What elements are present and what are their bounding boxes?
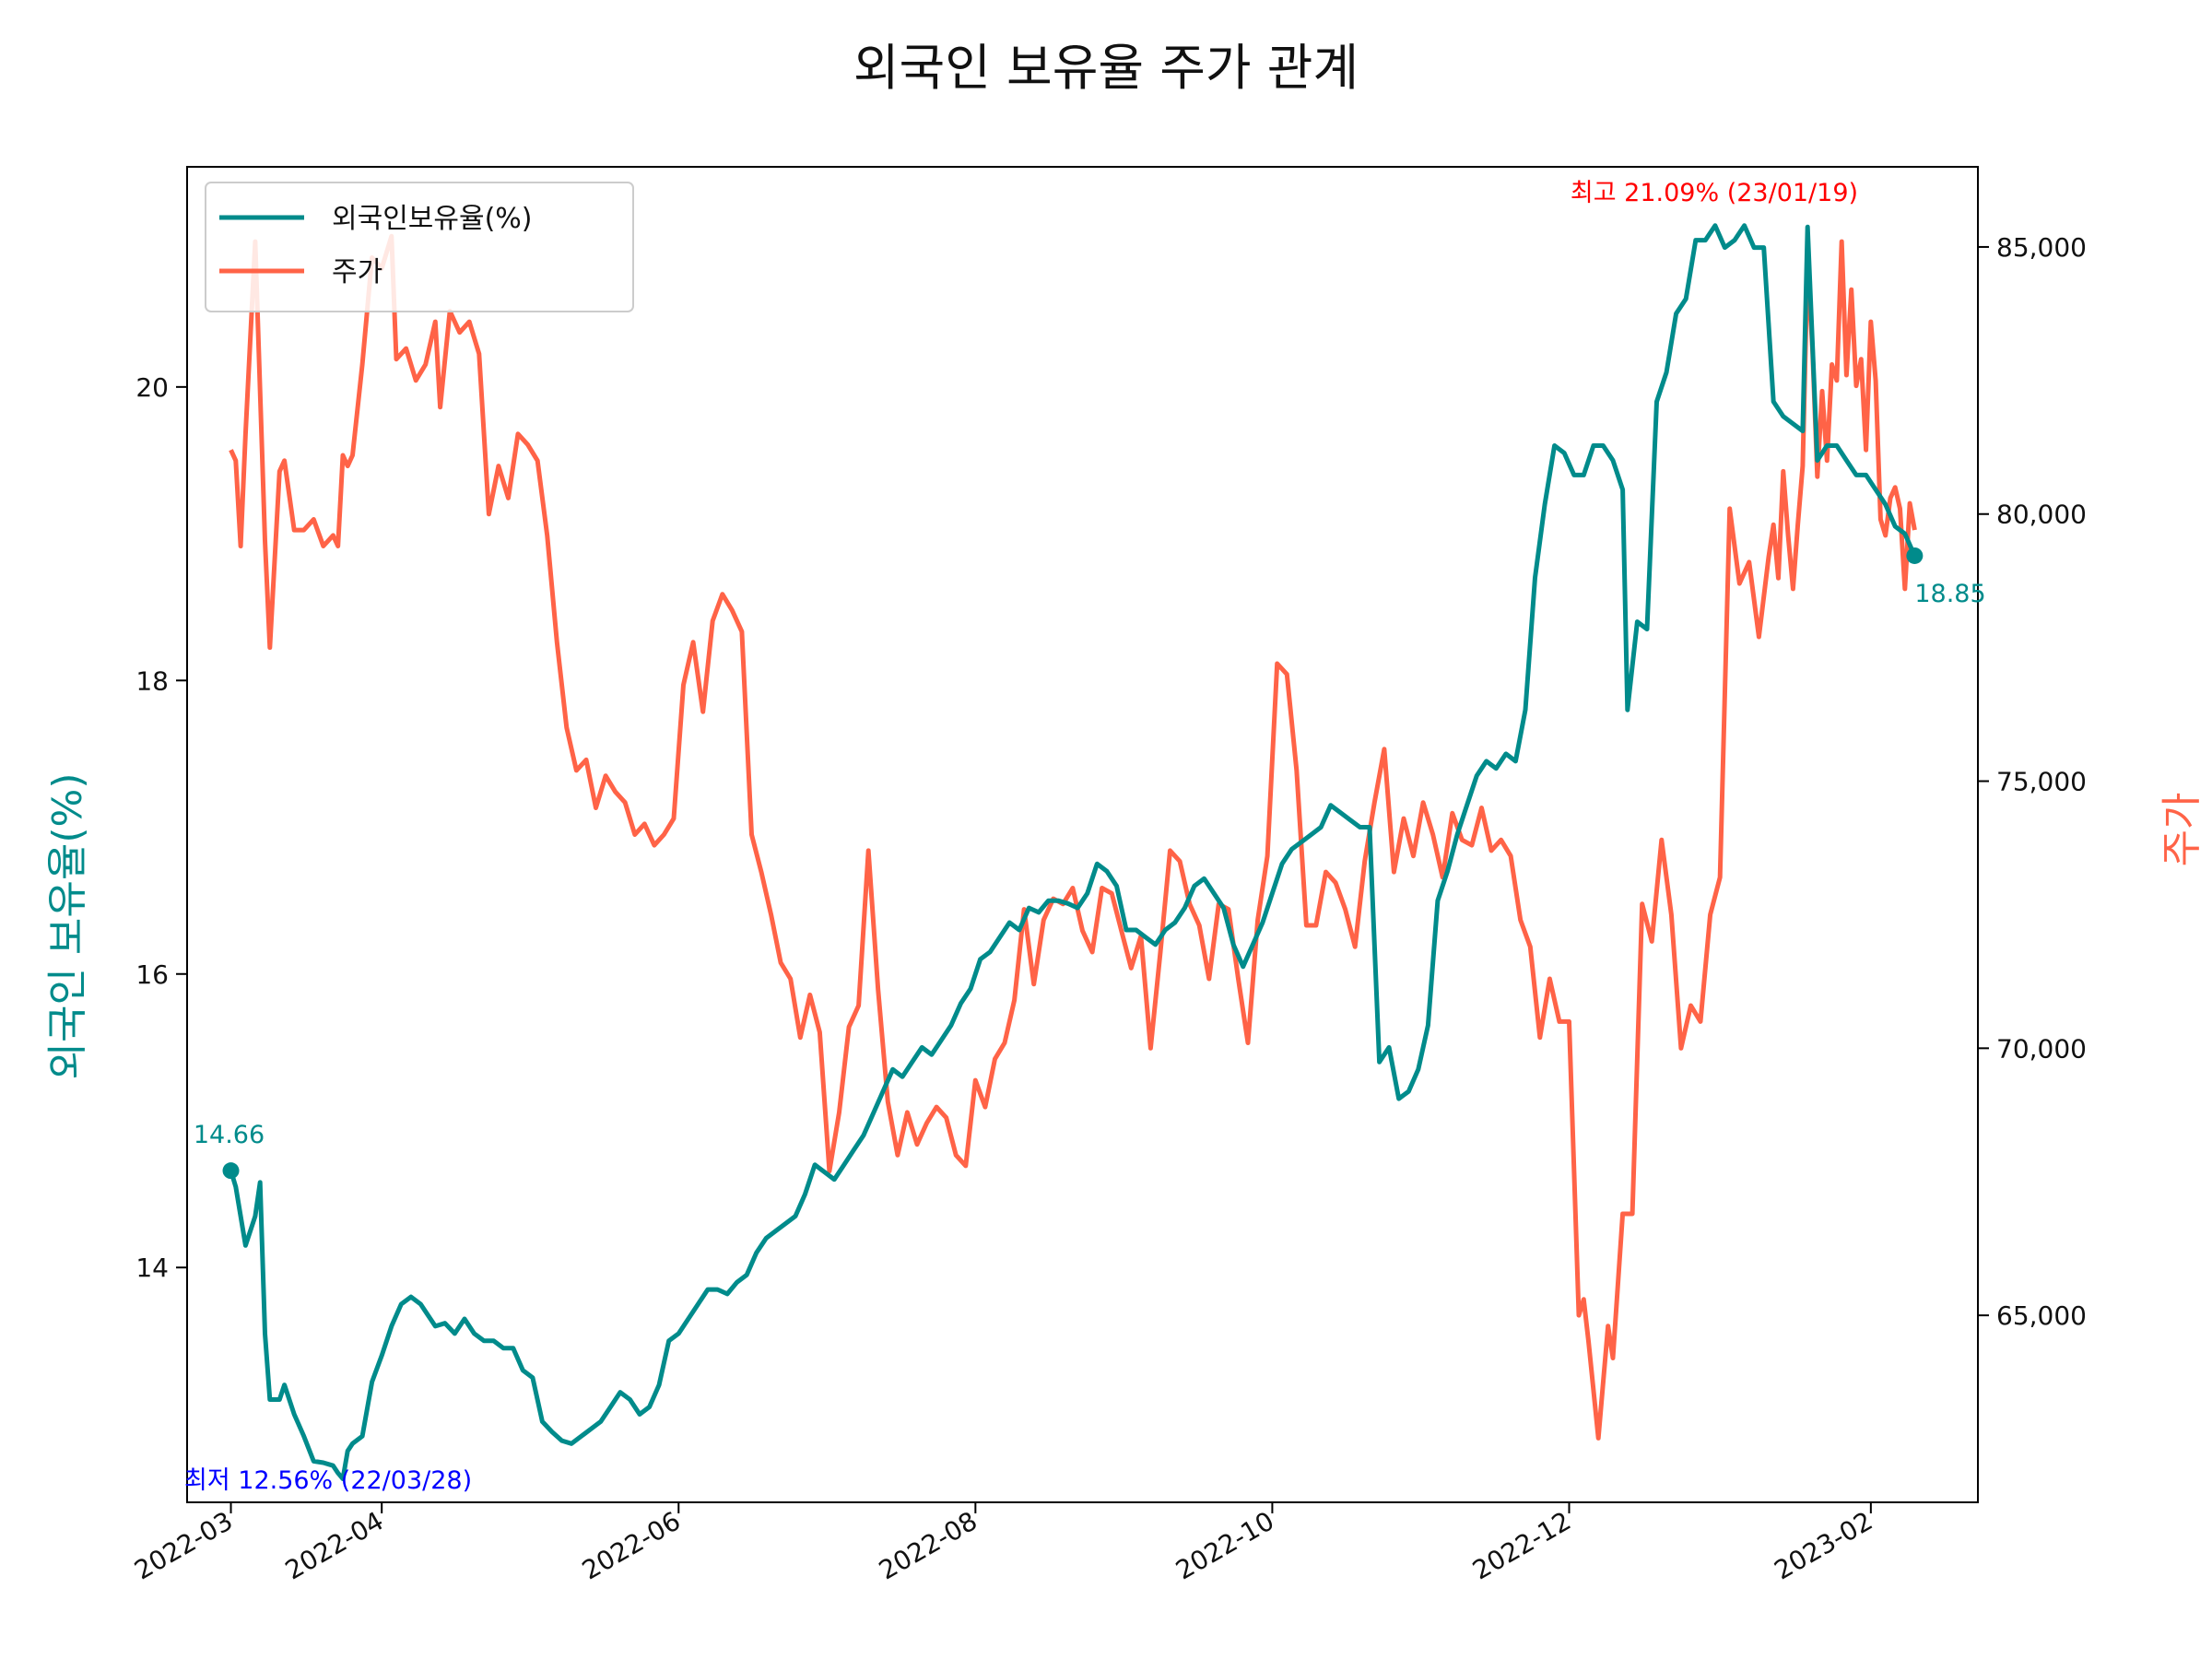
- legend: 외국인보유율(%) 주가: [205, 182, 634, 312]
- min-value-label: 최저 12.56% (22/03/28): [184, 1466, 472, 1495]
- y-axis-right: 65,000 70,000 75,000 80,000 85,000: [1978, 232, 2087, 1331]
- legend-label-stock-price: 주가: [332, 256, 382, 288]
- y-right-tick-label: 85,000: [1996, 232, 2087, 263]
- y-right-tick-label: 65,000: [1996, 1300, 2087, 1331]
- y-axis-right-label: 주가: [2159, 793, 2206, 867]
- y-right-tick-label: 70,000: [1996, 1033, 2087, 1064]
- series-line-foreign-ratio: [229, 223, 1917, 1481]
- end-value-marker: [1906, 547, 1924, 564]
- y-axis-left-label: 외국인 보유율(%): [44, 772, 91, 1079]
- x-tick-label: 2022-06: [577, 1505, 686, 1585]
- x-tick-label: 2022-08: [874, 1505, 982, 1585]
- x-tick-label: 2022-12: [1467, 1505, 1576, 1585]
- y-right-tick-label: 75,000: [1996, 767, 2087, 797]
- y-axis-left: 14 16 18 20: [135, 372, 187, 1283]
- x-tick-label: 2022-04: [280, 1505, 389, 1585]
- y-left-tick-label: 20: [135, 372, 169, 403]
- legend-frame: [205, 182, 634, 312]
- plot-lines: [229, 223, 1917, 1481]
- series-line-stock-price: [229, 233, 1917, 1441]
- y-left-tick-label: 18: [135, 665, 169, 696]
- x-tick-label: 2022-03: [129, 1505, 238, 1585]
- x-tick-label: 2022-10: [1171, 1505, 1279, 1585]
- end-value-label: 18.85: [1914, 580, 1985, 608]
- max-value-label: 최고 21.09% (23/01/19): [1571, 179, 1858, 207]
- legend-label-foreign-ratio: 외국인보유율(%): [332, 203, 533, 235]
- start-value-label: 14.66: [194, 1121, 265, 1149]
- annotations: 14.66 18.85 최고 21.09% (23/01/19) 최저 12.56% …: [184, 179, 1986, 1495]
- start-value-marker: [222, 1162, 240, 1180]
- plot-area: [186, 166, 1979, 1503]
- x-tick-label: 2023-02: [1770, 1505, 1878, 1585]
- y-left-tick-label: 14: [135, 1253, 169, 1283]
- chart-title: 외국인 보유율 주가 관계: [853, 39, 1359, 97]
- y-right-tick-label: 80,000: [1996, 500, 2087, 530]
- y-left-tick-label: 16: [135, 959, 169, 990]
- x-axis: 2022-03 2022-04 2022-06 2022-08 2022-10 2022-…: [129, 1502, 1877, 1586]
